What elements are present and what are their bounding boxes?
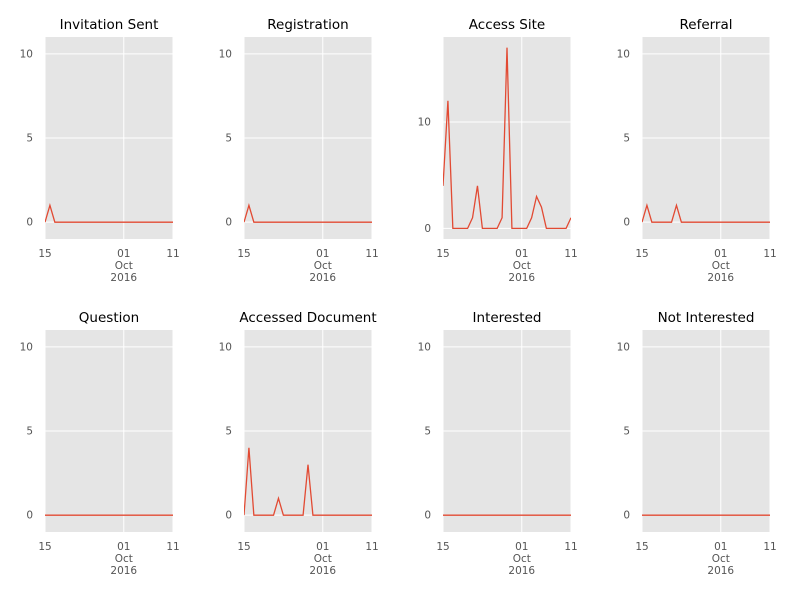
x-tick-label: Oct bbox=[513, 553, 531, 565]
panel-title: Accessed Document bbox=[239, 310, 376, 326]
y-tick-label: 10 bbox=[219, 48, 232, 60]
y-tick-label: 5 bbox=[623, 133, 630, 145]
series-line bbox=[244, 447, 372, 516]
x-tick-label: 15 bbox=[38, 541, 51, 553]
x-tick-label: 2016 bbox=[707, 272, 734, 284]
panel-title: Referral bbox=[679, 17, 732, 33]
y-tick-label: 0 bbox=[26, 217, 33, 229]
panel-title: Registration bbox=[267, 17, 348, 33]
x-tick-label: 01 bbox=[316, 248, 329, 260]
panel-title: Question bbox=[79, 310, 139, 326]
y-tick-label: 10 bbox=[617, 341, 630, 353]
x-tick-label: 15 bbox=[38, 248, 51, 260]
x-tick-label: 11 bbox=[763, 541, 776, 553]
y-tick-label: 10 bbox=[418, 117, 431, 129]
x-tick-label: Oct bbox=[314, 553, 332, 565]
y-tick-label: 5 bbox=[424, 426, 431, 438]
x-tick-label: 2016 bbox=[110, 565, 137, 577]
x-tick-label: Oct bbox=[115, 553, 133, 565]
y-tick-label: 10 bbox=[20, 341, 33, 353]
series-line bbox=[45, 203, 173, 223]
y-tick-label: 10 bbox=[219, 341, 232, 353]
x-tick-label: 2016 bbox=[309, 272, 336, 284]
x-tick-label: 11 bbox=[564, 541, 577, 553]
x-tick-label: 11 bbox=[365, 541, 378, 553]
y-tick-label: 5 bbox=[26, 133, 33, 145]
x-tick-label: 01 bbox=[515, 541, 528, 553]
series-line bbox=[642, 203, 770, 223]
y-tick-label: 0 bbox=[225, 510, 232, 522]
x-tick-label: 15 bbox=[436, 248, 449, 260]
x-tick-label: 01 bbox=[316, 541, 329, 553]
y-tick-label: 5 bbox=[623, 426, 630, 438]
x-tick-label: 11 bbox=[564, 248, 577, 260]
y-tick-label: 0 bbox=[424, 223, 431, 235]
x-tick-label: 2016 bbox=[707, 565, 734, 577]
x-tick-label: 15 bbox=[237, 541, 250, 553]
panel-title: Not Interested bbox=[658, 310, 755, 326]
x-tick-label: 11 bbox=[166, 541, 179, 553]
x-tick-label: 2016 bbox=[508, 272, 535, 284]
panel-title: Interested bbox=[473, 310, 542, 326]
x-tick-label: Oct bbox=[513, 260, 531, 272]
y-tick-label: 0 bbox=[26, 510, 33, 522]
series-line bbox=[443, 47, 571, 230]
panel-title: Invitation Sent bbox=[60, 17, 159, 33]
y-tick-label: 0 bbox=[623, 217, 630, 229]
panel-title: Access Site bbox=[469, 17, 545, 33]
x-tick-label: 15 bbox=[436, 541, 449, 553]
series-line bbox=[244, 203, 372, 223]
x-tick-label: 01 bbox=[515, 248, 528, 260]
x-tick-label: Oct bbox=[314, 260, 332, 272]
x-tick-label: 11 bbox=[166, 248, 179, 260]
x-tick-label: 2016 bbox=[110, 272, 137, 284]
x-tick-label: 11 bbox=[365, 248, 378, 260]
x-tick-label: 2016 bbox=[309, 565, 336, 577]
y-tick-label: 0 bbox=[225, 217, 232, 229]
x-tick-label: 11 bbox=[763, 248, 776, 260]
y-tick-label: 10 bbox=[617, 48, 630, 60]
x-tick-label: 01 bbox=[714, 541, 727, 553]
y-tick-label: 0 bbox=[424, 510, 431, 522]
x-tick-label: Oct bbox=[712, 553, 730, 565]
x-tick-label: 15 bbox=[635, 541, 648, 553]
y-tick-label: 10 bbox=[418, 341, 431, 353]
y-tick-label: 5 bbox=[26, 426, 33, 438]
y-tick-label: 5 bbox=[225, 133, 232, 145]
x-tick-label: 01 bbox=[117, 248, 130, 260]
x-tick-label: 01 bbox=[714, 248, 727, 260]
y-tick-label: 5 bbox=[225, 426, 232, 438]
x-tick-label: 15 bbox=[237, 248, 250, 260]
x-tick-label: 01 bbox=[117, 541, 130, 553]
x-tick-label: Oct bbox=[712, 260, 730, 272]
x-tick-label: 2016 bbox=[508, 565, 535, 577]
x-tick-label: Oct bbox=[115, 260, 133, 272]
x-tick-label: 15 bbox=[635, 248, 648, 260]
y-tick-label: 0 bbox=[623, 510, 630, 522]
y-tick-label: 10 bbox=[20, 48, 33, 60]
